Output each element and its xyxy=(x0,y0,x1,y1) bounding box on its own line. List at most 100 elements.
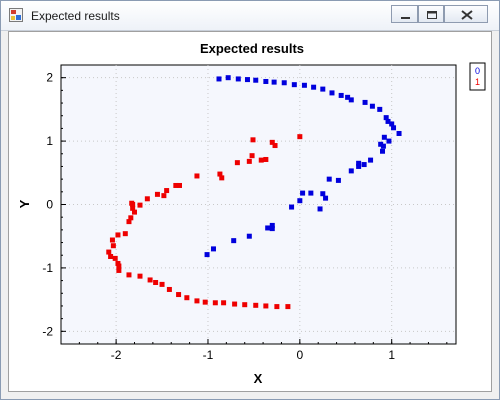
series-0-point xyxy=(320,191,326,197)
series-1-point xyxy=(106,249,112,255)
series-1-point xyxy=(164,188,170,194)
minimize-button[interactable] xyxy=(391,5,418,23)
x-axis-label: X xyxy=(254,371,263,386)
series-0-point xyxy=(396,130,402,136)
series-0-point xyxy=(329,90,335,96)
axis-ticks: -2 -1 0 1 -2 -1 0 1 2 xyxy=(42,64,448,362)
series-1-point xyxy=(258,157,264,163)
series-0-point xyxy=(323,195,329,201)
series-1-point xyxy=(110,243,116,249)
series-1-point xyxy=(234,160,240,166)
series-0-point xyxy=(345,94,351,100)
series-0-point xyxy=(265,225,271,231)
series-1-point xyxy=(246,158,252,164)
minimize-icon xyxy=(401,17,410,19)
series-1-point xyxy=(153,279,159,285)
series-0-point xyxy=(210,246,216,252)
legend: 0 1 xyxy=(469,62,486,91)
series-1-point xyxy=(232,301,238,307)
series-1-point xyxy=(202,299,208,305)
series-0-point xyxy=(291,82,297,88)
series-0-point xyxy=(391,125,397,131)
series-0-point xyxy=(297,198,303,204)
series-0-point xyxy=(377,106,383,112)
chart-panel: Expected results -2 -1 0 1 -2 -1 0 1 2 X Y 0 1 xyxy=(8,31,492,392)
series-0-point xyxy=(335,177,341,183)
series-0-point xyxy=(231,238,237,244)
series-1-point xyxy=(177,182,182,188)
series-0-point xyxy=(269,222,275,228)
series-0-point xyxy=(244,77,250,83)
series-1-point xyxy=(274,304,280,310)
series-1-point xyxy=(115,260,121,266)
series-1-point xyxy=(126,219,132,225)
series-0-point xyxy=(317,206,323,212)
close-icon xyxy=(461,10,473,20)
series-0-point xyxy=(356,163,362,169)
series-0-point xyxy=(246,233,252,239)
x-tick-label: 1 xyxy=(388,348,395,362)
series-1-point xyxy=(128,215,134,221)
series-0-point xyxy=(369,103,375,109)
series-1-point xyxy=(219,175,225,181)
legend-box xyxy=(469,62,486,91)
chart-title: Expected results xyxy=(200,41,304,56)
series-0-point xyxy=(235,76,241,82)
series-0-point xyxy=(380,143,386,149)
series-0-point xyxy=(311,84,317,90)
series-1-point xyxy=(263,303,269,309)
y-tick-label: 1 xyxy=(46,134,53,148)
series-1-point xyxy=(109,237,115,243)
series-1-point xyxy=(263,156,269,162)
series-1-point xyxy=(154,191,160,197)
data-points xyxy=(106,75,402,310)
series-1-point xyxy=(212,300,218,306)
series-0-point xyxy=(326,176,332,182)
maximize-button[interactable] xyxy=(418,5,444,23)
series-0-point xyxy=(361,162,367,168)
series-1-point xyxy=(131,209,137,215)
series-0-point xyxy=(269,226,275,232)
series-1-point xyxy=(242,302,248,308)
series-0-point xyxy=(348,97,354,103)
series-0-point xyxy=(320,86,326,92)
series-1-point xyxy=(116,267,122,273)
series-1-point xyxy=(269,139,275,145)
x-tick-label: -1 xyxy=(203,348,214,362)
series-0-point xyxy=(308,190,314,196)
series-1-point xyxy=(250,137,256,143)
series-0-point xyxy=(301,82,307,88)
series-0-point xyxy=(348,168,354,174)
series-0-point xyxy=(289,204,295,210)
series-1-point xyxy=(147,277,153,283)
legend-entry-1: 1 xyxy=(475,77,480,87)
series-1-point xyxy=(297,134,303,140)
series-1-point xyxy=(221,300,227,306)
series-0-point xyxy=(338,92,344,98)
series-0-point xyxy=(263,78,269,84)
title-bar[interactable]: Expected results xyxy=(1,1,499,31)
series-1-point xyxy=(126,272,132,278)
series-1-point xyxy=(108,253,114,259)
series-0-point xyxy=(216,76,222,82)
x-tick-label: 0 xyxy=(296,348,303,362)
legend-entry-0: 0 xyxy=(475,66,480,76)
close-button[interactable] xyxy=(444,5,488,23)
series-0-point xyxy=(380,148,386,154)
series-0-point xyxy=(385,118,391,124)
series-1-point xyxy=(217,171,223,177)
y-tick-label: -1 xyxy=(42,261,53,275)
series-0-point xyxy=(204,252,210,258)
maximize-icon xyxy=(427,11,437,19)
y-tick-label: 2 xyxy=(46,71,53,85)
series-0-point xyxy=(386,138,392,144)
series-1-point xyxy=(137,273,143,279)
x-tick-label: -2 xyxy=(111,348,122,362)
series-1-point xyxy=(161,193,167,199)
y-tick-label: 0 xyxy=(46,198,53,212)
series-1-point xyxy=(173,182,179,188)
series-1-point xyxy=(272,143,278,149)
series-1-point xyxy=(112,255,118,261)
